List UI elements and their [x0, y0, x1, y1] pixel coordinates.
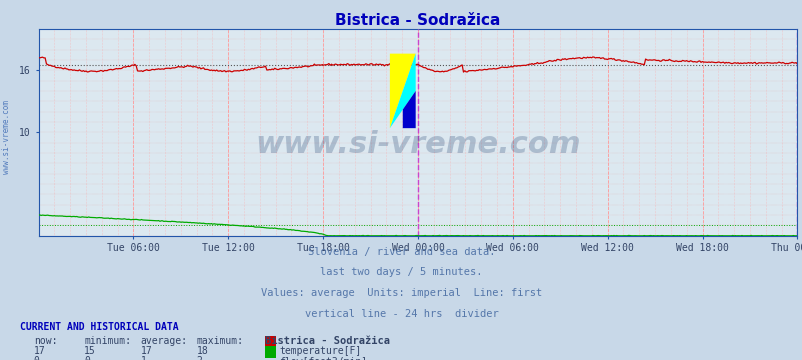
Polygon shape [390, 54, 415, 128]
Text: www.si-vreme.com: www.si-vreme.com [2, 100, 11, 174]
Text: 17: 17 [34, 346, 46, 356]
Polygon shape [390, 54, 415, 128]
Text: minimum:: minimum: [84, 336, 132, 346]
Text: now:: now: [34, 336, 57, 346]
Text: Bistrica - Sodražica: Bistrica - Sodražica [265, 336, 390, 346]
Text: 18: 18 [196, 346, 209, 356]
Text: Values: average  Units: imperial  Line: first: Values: average Units: imperial Line: fi… [261, 288, 541, 298]
Text: Slovenia / river and sea data.: Slovenia / river and sea data. [307, 247, 495, 257]
Title: Bistrica - Sodražica: Bistrica - Sodražica [335, 13, 500, 28]
Text: 0: 0 [34, 356, 39, 360]
Text: 1: 1 [140, 356, 146, 360]
Text: last two days / 5 minutes.: last two days / 5 minutes. [320, 267, 482, 278]
Text: temperature[F]: temperature[F] [279, 346, 361, 356]
Text: maximum:: maximum: [196, 336, 244, 346]
Text: flow[foot3/min]: flow[foot3/min] [279, 356, 367, 360]
Text: 2: 2 [196, 356, 202, 360]
Text: average:: average: [140, 336, 188, 346]
Polygon shape [403, 91, 415, 128]
Text: 15: 15 [84, 346, 96, 356]
Text: 0: 0 [84, 356, 90, 360]
Text: www.si-vreme.com: www.si-vreme.com [255, 130, 580, 159]
Text: vertical line - 24 hrs  divider: vertical line - 24 hrs divider [304, 309, 498, 319]
Text: CURRENT AND HISTORICAL DATA: CURRENT AND HISTORICAL DATA [20, 322, 179, 332]
Text: 17: 17 [140, 346, 152, 356]
